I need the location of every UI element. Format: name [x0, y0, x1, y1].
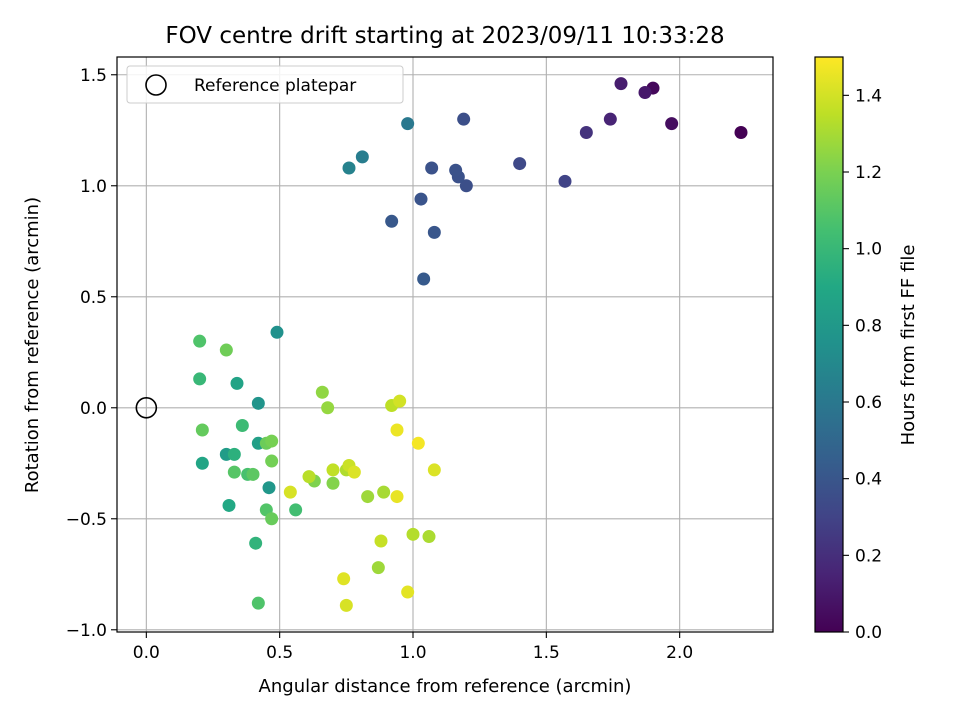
data-point — [638, 86, 652, 100]
chart-title: FOV centre drift starting at 2023/09/11 … — [165, 23, 724, 49]
data-point — [265, 434, 279, 448]
data-point — [377, 485, 391, 499]
data-point — [401, 117, 415, 131]
data-point — [195, 456, 209, 470]
colorbar-tick-label: 0.0 — [855, 623, 882, 643]
data-point — [219, 343, 233, 357]
data-point — [414, 192, 428, 206]
legend-marker-reference — [145, 74, 167, 96]
data-point — [249, 536, 263, 550]
data-point — [347, 465, 361, 479]
y-tick-label: 0.0 — [80, 399, 107, 419]
data-point — [193, 372, 207, 386]
data-point — [558, 174, 572, 188]
data-point — [374, 534, 388, 548]
colorbar-gradient — [814, 56, 844, 633]
data-point — [355, 150, 369, 164]
y-tick-label: 1.0 — [80, 177, 107, 197]
colorbar-tick-label: 1.2 — [855, 163, 882, 183]
data-point — [289, 503, 303, 517]
x-axis-label: Angular distance from reference (arcmin) — [259, 676, 632, 697]
data-point — [235, 419, 249, 433]
colorbar-ticks: 0.0 0.2 0.4 0.6 0.8 1.0 1.2 1.4 — [843, 86, 882, 643]
reference-platepar-marker — [135, 396, 158, 419]
data-point — [406, 527, 420, 541]
data-point — [337, 572, 351, 586]
grid-lines — [117, 57, 773, 632]
data-point — [193, 334, 207, 348]
x-tick-label: 2.0 — [666, 643, 693, 663]
data-point — [230, 376, 244, 390]
plot-area-frame — [116, 56, 774, 633]
data-point — [427, 225, 441, 239]
data-point — [246, 467, 260, 481]
data-point — [614, 77, 628, 91]
data-point — [361, 490, 375, 504]
colorbar-tick-label: 0.4 — [855, 470, 882, 490]
data-point — [579, 125, 593, 139]
data-point — [195, 423, 209, 437]
data-point — [603, 112, 617, 126]
data-point — [401, 585, 415, 599]
colorbar: 0.0 0.2 0.4 0.6 0.8 1.0 1.2 1.4 Hours from firs… — [814, 56, 919, 643]
data-point — [227, 465, 241, 479]
data-point — [227, 447, 241, 461]
y-tick-label: 1.5 — [80, 66, 107, 86]
data-point — [222, 498, 236, 512]
y-axis-label: Rotation from reference (arcmin) — [22, 197, 43, 493]
x-tick-label: 0.0 — [133, 643, 160, 663]
data-point — [513, 157, 527, 171]
colorbar-tick-label: 0.8 — [855, 316, 882, 336]
data-point — [734, 125, 748, 139]
data-point — [425, 161, 439, 175]
data-point — [315, 385, 329, 399]
data-point — [457, 112, 471, 126]
data-point — [371, 561, 385, 575]
data-point — [422, 530, 436, 544]
y-tick-label: −0.5 — [66, 510, 107, 530]
colorbar-tick-label: 1.4 — [855, 86, 882, 106]
x-tick-label: 1.0 — [399, 643, 426, 663]
colorbar-tick-label: 1.0 — [855, 240, 882, 260]
data-point — [321, 401, 335, 415]
legend: Reference platepar — [126, 65, 404, 104]
colorbar-tick-label: 0.2 — [855, 546, 882, 566]
data-point — [385, 214, 399, 228]
x-tick-label: 1.5 — [533, 643, 560, 663]
data-point — [390, 423, 404, 437]
data-point — [251, 396, 265, 410]
data-point — [393, 394, 407, 408]
data-point — [665, 117, 679, 131]
x-tick-label: 0.5 — [266, 643, 293, 663]
data-point — [265, 454, 279, 468]
data-point — [265, 512, 279, 526]
colorbar-tick-label: 0.6 — [855, 393, 882, 413]
data-point — [283, 485, 297, 499]
y-tick-label: −1.0 — [66, 621, 107, 641]
legend-box — [126, 65, 404, 104]
legend-label-reference: Reference platepar — [194, 76, 356, 96]
scatter-series — [193, 77, 748, 612]
data-point — [339, 598, 353, 612]
data-point — [459, 179, 473, 193]
colorbar-label: Hours from first FF file — [898, 245, 919, 446]
data-point — [390, 490, 404, 504]
data-point — [270, 325, 284, 339]
data-point — [262, 481, 276, 495]
x-axis-ticks: 0.0 0.5 1.0 1.5 2.0 — [133, 632, 693, 663]
data-point — [326, 476, 340, 490]
y-axis-ticks: −1.0 −0.5 0.0 0.5 1.0 1.5 — [66, 66, 117, 641]
data-point — [449, 163, 463, 177]
data-point — [411, 436, 425, 450]
y-tick-label: 0.5 — [80, 288, 107, 308]
data-point — [326, 463, 340, 477]
data-point — [427, 463, 441, 477]
data-point — [342, 161, 356, 175]
data-point — [417, 272, 431, 286]
data-point — [302, 470, 316, 484]
data-point — [251, 596, 265, 610]
